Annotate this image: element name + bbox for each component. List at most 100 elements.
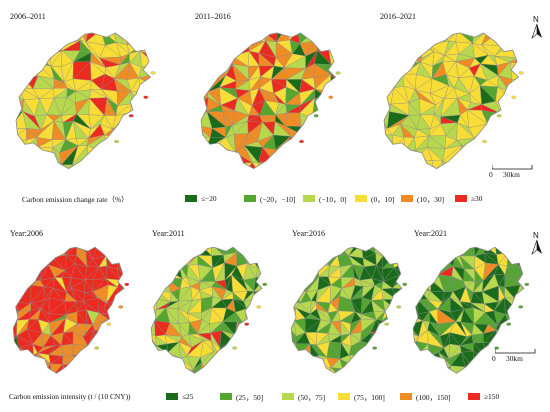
map-region [117, 312, 124, 321]
map-region [201, 43, 209, 58]
map-region [384, 32, 394, 45]
map-region [208, 57, 226, 68]
map-region [106, 336, 117, 342]
map-region [511, 102, 519, 113]
map-region [321, 247, 330, 257]
map-region [291, 300, 297, 309]
island-region [232, 346, 238, 350]
map-region [327, 163, 336, 169]
map-region [201, 362, 215, 374]
map-region [115, 336, 124, 343]
map-region [151, 247, 161, 258]
legend-text: (50，75] [298, 393, 326, 402]
map-region [61, 40, 81, 51]
map-region [219, 369, 235, 374]
map-region [391, 67, 404, 76]
map-region [166, 252, 180, 271]
map-region [413, 298, 418, 315]
map-region [515, 41, 519, 58]
map-region [17, 365, 30, 374]
map-region [62, 364, 78, 374]
map-region [391, 149, 406, 161]
map-region [87, 145, 107, 166]
map-region [444, 247, 456, 259]
map-region [413, 365, 420, 374]
map-region [431, 369, 444, 374]
map-region [205, 32, 225, 46]
map-region [428, 367, 445, 374]
map-region [201, 149, 212, 161]
map-region [418, 247, 430, 257]
map-region [418, 255, 430, 268]
map-region [315, 32, 331, 42]
island-region [372, 346, 378, 350]
map-region [119, 161, 134, 169]
map-region [13, 247, 23, 255]
map-region [166, 264, 183, 279]
map-region [323, 135, 336, 148]
map-region [157, 252, 171, 271]
map-region [428, 256, 445, 265]
map-region [117, 319, 124, 337]
map-region [413, 267, 421, 280]
map-region [16, 63, 25, 80]
island-region [143, 95, 149, 99]
map-region [426, 32, 442, 45]
choropleth-map [200, 32, 341, 170]
map-region [258, 160, 276, 169]
map-region [187, 254, 199, 266]
island-region [313, 114, 319, 118]
island-region [244, 322, 250, 326]
map-region [151, 365, 162, 374]
map-region [422, 247, 435, 258]
map-region [13, 346, 20, 354]
map-region [370, 354, 384, 364]
map-region [201, 62, 210, 78]
map-region [16, 37, 27, 53]
map-region [241, 362, 254, 374]
map-region [240, 362, 258, 374]
map-region [291, 163, 298, 169]
map-region [495, 149, 509, 165]
map-region [297, 135, 320, 152]
map-region [392, 32, 408, 43]
map-region [86, 345, 94, 357]
map-region [230, 355, 242, 371]
map-region [24, 37, 37, 53]
map-region [128, 112, 147, 123]
panel-title: 2006–2011 [10, 12, 46, 21]
map-region [34, 43, 52, 56]
map-region [88, 343, 95, 357]
map-panel-2011: Year:2011 [138, 224, 278, 382]
map-region [85, 354, 94, 367]
map-region [131, 146, 147, 166]
map-region [106, 353, 122, 368]
map-region [381, 329, 400, 346]
map-region [145, 135, 151, 147]
map-region [145, 113, 151, 128]
choropleth-map [412, 246, 530, 374]
map-region [360, 362, 374, 374]
map-region [316, 112, 331, 130]
map-region [384, 53, 394, 68]
map-region [88, 157, 108, 169]
map-region [384, 134, 395, 150]
map-region [291, 257, 300, 266]
legend-swatch [338, 393, 350, 400]
scale-zero: 0 [492, 354, 496, 363]
island-region [256, 305, 262, 309]
legend-text: ≥30 [471, 194, 483, 203]
island-region [114, 139, 119, 144]
map-region [509, 79, 519, 93]
map-region [382, 362, 397, 374]
map-region [144, 146, 151, 166]
island-region [518, 305, 524, 309]
north-label: N [533, 231, 539, 240]
map-region [314, 147, 328, 164]
map-region [16, 52, 28, 66]
legend-text: (100，150] [416, 393, 451, 402]
map-region [413, 267, 421, 280]
map-region [204, 144, 219, 161]
map-region [454, 164, 468, 169]
map-region [327, 97, 336, 118]
